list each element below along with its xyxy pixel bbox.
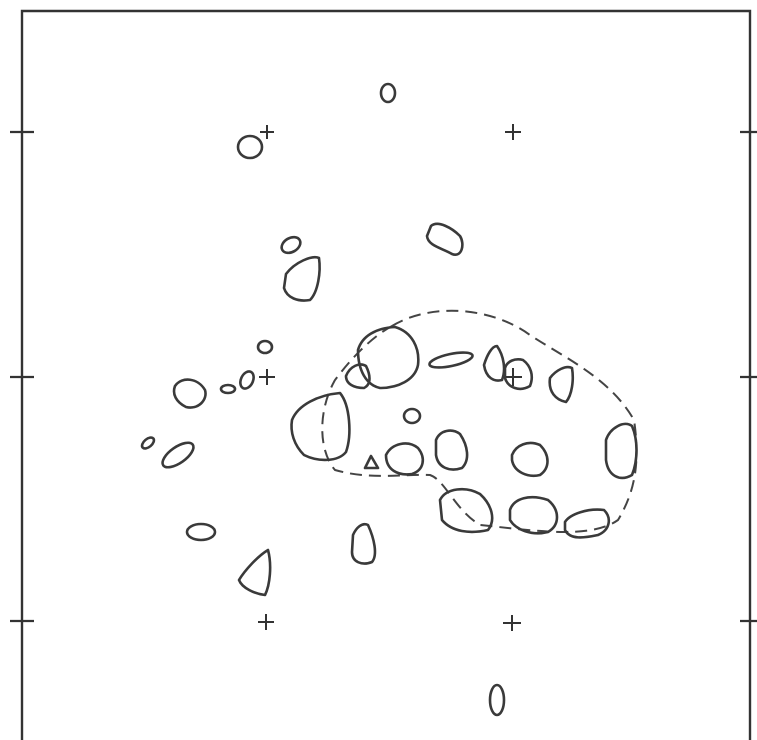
plot-frame [20,9,752,740]
contour-blob [434,429,469,471]
contour-blob [290,391,351,462]
contour-blob [237,548,272,597]
contour-blob [604,422,638,480]
contour-blobs [140,82,638,717]
contour-blob [239,370,255,390]
contour-blob [425,222,464,256]
contour-blob [548,365,575,404]
contour-blob [384,442,425,476]
contour-blob [350,522,377,565]
contour-blob [428,351,474,369]
contour-blob [236,134,264,160]
contour-blob [438,487,494,534]
frame-ticks [10,130,757,623]
contour-blob [379,82,397,104]
contour-blob [363,454,380,470]
contour-blob [482,344,506,382]
contour-blob [256,339,274,355]
dashed-envelope-contour [321,309,638,533]
grid-cross [504,368,522,386]
contour-blob [503,358,534,391]
contour-blob [280,235,302,255]
contour-blob [172,378,207,409]
grid-cross [505,124,521,140]
grid-cross [260,125,274,139]
contour-blob [508,496,559,535]
contour-blob [488,683,506,717]
grid-crosses [258,124,522,631]
contour-blob [140,436,156,450]
contour-blob [219,383,237,395]
contour-blob [510,441,549,478]
grid-cross [259,369,275,385]
contour-blob [563,508,611,539]
contour-blob [282,256,321,302]
contour-blob [402,407,422,425]
contour-blob [344,363,371,390]
grid-cross [503,615,521,631]
contour-blob [161,441,195,469]
contour-blob [356,325,420,390]
contour-blob [185,522,217,542]
grid-cross [258,614,274,630]
